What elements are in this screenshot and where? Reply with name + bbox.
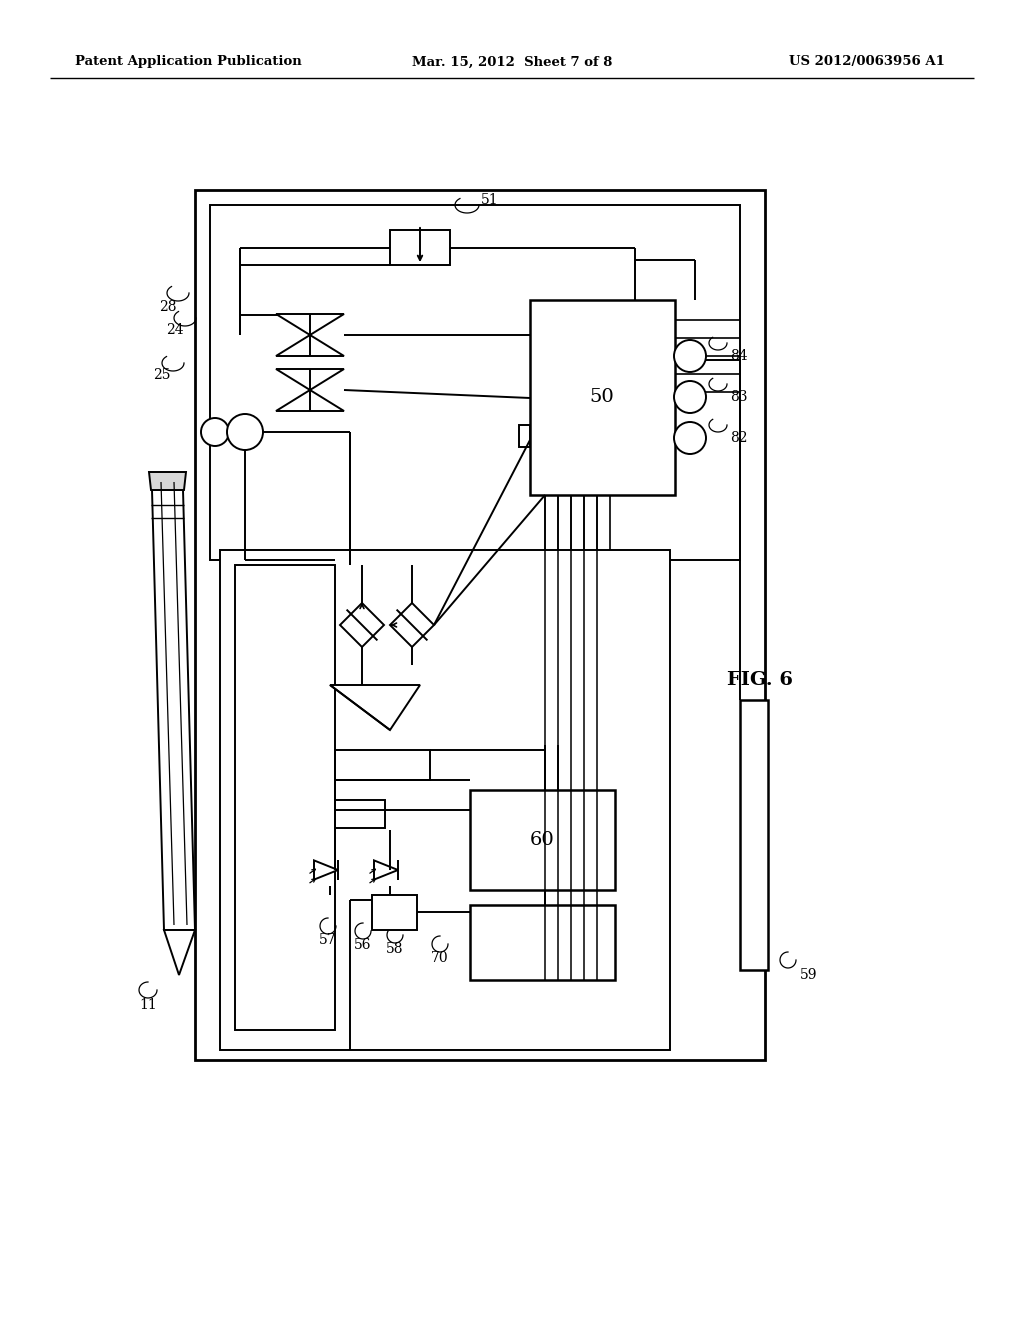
Bar bbox=[519, 425, 530, 447]
Text: 24: 24 bbox=[166, 323, 184, 337]
Text: Mar. 15, 2012  Sheet 7 of 8: Mar. 15, 2012 Sheet 7 of 8 bbox=[412, 55, 612, 69]
Text: Patent Application Publication: Patent Application Publication bbox=[75, 55, 302, 69]
Text: US 2012/0063956 A1: US 2012/0063956 A1 bbox=[790, 55, 945, 69]
Text: FIG. 6: FIG. 6 bbox=[727, 671, 793, 689]
Bar bbox=[372, 895, 417, 931]
Polygon shape bbox=[150, 473, 186, 490]
Polygon shape bbox=[390, 603, 434, 647]
Bar bbox=[210, 205, 740, 560]
Text: 59: 59 bbox=[800, 968, 817, 982]
Text: 84: 84 bbox=[730, 348, 748, 363]
Text: 51: 51 bbox=[481, 193, 499, 207]
Text: 82: 82 bbox=[730, 432, 748, 445]
Circle shape bbox=[674, 381, 706, 413]
Polygon shape bbox=[340, 603, 384, 647]
Bar bbox=[234, 565, 335, 1030]
Text: 58: 58 bbox=[386, 942, 403, 956]
Bar bbox=[220, 550, 670, 1049]
Text: 57: 57 bbox=[319, 933, 337, 946]
Bar bbox=[740, 700, 768, 970]
Text: 83: 83 bbox=[730, 389, 748, 404]
Text: 28: 28 bbox=[160, 300, 177, 314]
Bar bbox=[470, 789, 615, 890]
Text: 50: 50 bbox=[590, 388, 614, 407]
Polygon shape bbox=[276, 314, 344, 335]
Circle shape bbox=[201, 418, 229, 446]
Text: 11: 11 bbox=[139, 998, 157, 1012]
Bar bbox=[470, 906, 615, 979]
Polygon shape bbox=[276, 335, 344, 356]
Text: 25: 25 bbox=[154, 368, 171, 381]
Polygon shape bbox=[152, 490, 195, 931]
Circle shape bbox=[674, 341, 706, 372]
Bar bbox=[390, 230, 450, 265]
Bar bbox=[335, 750, 430, 780]
Polygon shape bbox=[374, 861, 398, 879]
Text: 56: 56 bbox=[354, 939, 372, 952]
Bar bbox=[530, 300, 675, 495]
Bar bbox=[335, 800, 385, 828]
Circle shape bbox=[674, 422, 706, 454]
Polygon shape bbox=[276, 389, 344, 411]
Bar bbox=[195, 190, 765, 1060]
Polygon shape bbox=[164, 931, 195, 975]
Text: 70: 70 bbox=[431, 950, 449, 965]
Circle shape bbox=[227, 414, 263, 450]
Text: 60: 60 bbox=[529, 832, 554, 849]
Polygon shape bbox=[276, 370, 344, 389]
Polygon shape bbox=[314, 861, 338, 879]
Polygon shape bbox=[330, 685, 420, 730]
